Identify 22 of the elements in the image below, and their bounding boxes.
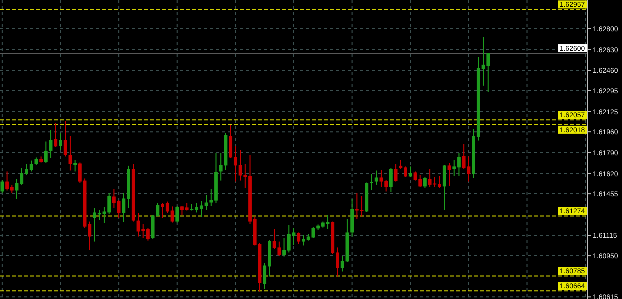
- candlestick: [176, 206, 180, 224]
- candlestick: [151, 214, 155, 240]
- candlestick: [350, 198, 354, 238]
- candlestick: [297, 232, 301, 245]
- candlestick: [374, 170, 378, 186]
- candlestick: [424, 176, 427, 189]
- candlestick: [156, 202, 160, 218]
- candlestick: [74, 160, 78, 172]
- candlestick: [44, 141, 48, 164]
- candlestick: [219, 152, 223, 182]
- candlestick: [54, 122, 58, 148]
- candlestick: [59, 133, 62, 150]
- candlestick: [389, 168, 393, 193]
- candlestick: [370, 174, 374, 191]
- candlestick: [442, 164, 446, 211]
- candlestick: [394, 164, 398, 182]
- candlestick: [448, 162, 452, 187]
- candlestick: [64, 120, 68, 158]
- candlestick: [229, 124, 233, 159]
- candlestick: [0, 180, 4, 194]
- candlestick: [234, 146, 238, 182]
- candlestick: [68, 136, 72, 172]
